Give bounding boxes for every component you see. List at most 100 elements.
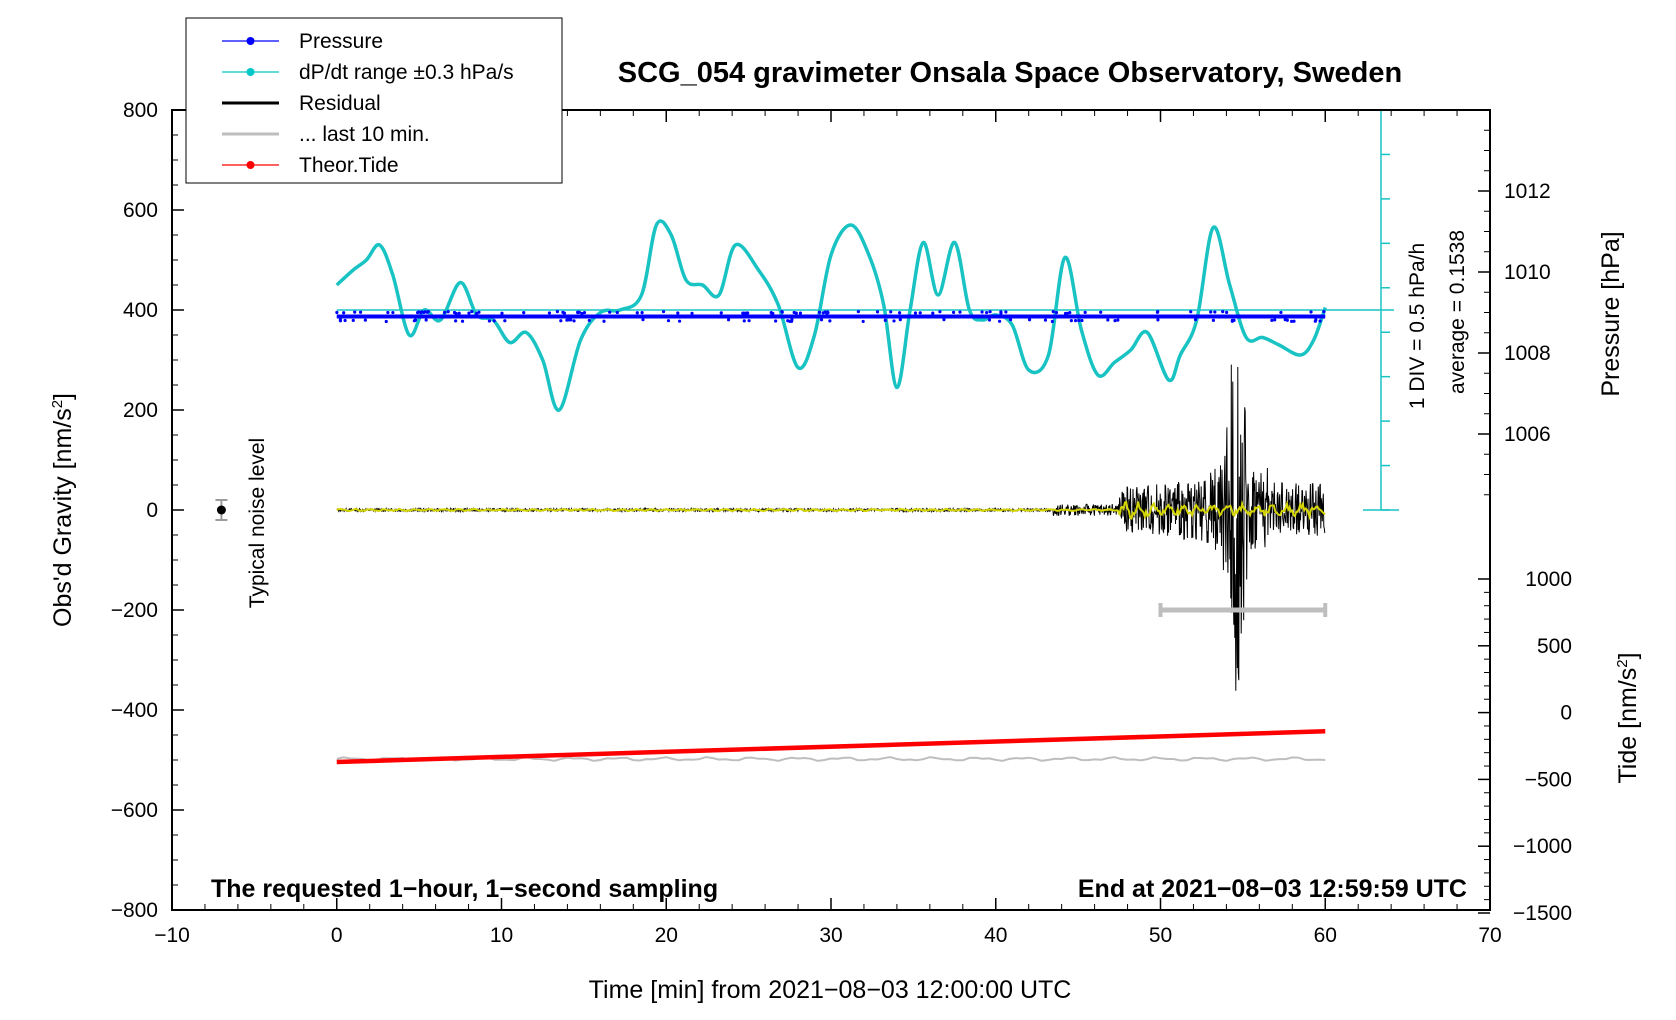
- pressure-point: [898, 311, 902, 315]
- pressure-point: [503, 319, 507, 323]
- series-residual-line: [336, 364, 1326, 691]
- pressure-point: [608, 310, 612, 314]
- y-label-left-sup: 2: [49, 400, 66, 408]
- y-tick-label-tide: 0: [1560, 702, 1572, 725]
- pressure-point: [1155, 310, 1160, 314]
- y-tick-label-pressure: 1006: [1504, 423, 1551, 446]
- pressure-point: [1008, 317, 1013, 322]
- pressure-point: [1065, 311, 1069, 316]
- pressure-point: [938, 310, 942, 314]
- x-tick-label: 10: [490, 924, 513, 947]
- series-residual-smoothed-line: [336, 499, 1326, 521]
- pressure-point: [1113, 319, 1117, 323]
- pressure-point: [615, 310, 619, 315]
- pressure-point: [1069, 319, 1073, 323]
- pressure-point: [988, 310, 992, 314]
- pressure-point: [958, 310, 962, 314]
- pressure-point: [931, 311, 935, 315]
- annotation-left: The requested 1−hour, 1−second sampling: [211, 875, 718, 903]
- pressure-point: [1004, 310, 1008, 314]
- y-tick-label-pressure: 1010: [1504, 261, 1551, 284]
- pressure-point: [819, 318, 824, 322]
- noise-level-label: Typical noise level: [246, 438, 269, 608]
- series-dpdt-line: [335, 219, 1327, 412]
- x-axis-label: Time [min] from 2021−08−03 12:00:00 UTC: [589, 976, 1072, 1004]
- y-axis-label-tide: Tide [nm/s2]: [1614, 652, 1642, 783]
- y-tick-label-left: 400: [123, 299, 158, 322]
- pressure-point: [500, 311, 504, 315]
- pressure-point: [918, 311, 922, 315]
- pressure-point: [477, 310, 481, 314]
- pressure-point: [1211, 318, 1216, 322]
- pressure-point: [1318, 319, 1322, 323]
- x-tick-label: 60: [1314, 924, 1337, 947]
- pressure-point: [1106, 318, 1110, 322]
- pressure-point: [384, 319, 388, 324]
- data-layer: [215, 109, 1399, 765]
- x-tick-label: −10: [154, 924, 190, 947]
- legend: Pressure dP/dt range ±0.3 hPa/s Residual..…: [185, 17, 563, 184]
- pressure-point: [1054, 310, 1059, 315]
- pressure-point: [363, 318, 367, 322]
- pressure-point: [677, 319, 682, 323]
- annotation-right: End at 2021−08−03 12:59:59 UTC: [1078, 875, 1467, 903]
- y-axis-label-left: Obs'd Gravity [nm/s2]: [49, 393, 77, 627]
- legend-label: ... last 10 min.: [299, 123, 430, 146]
- legend-marker: [246, 37, 255, 45]
- y-label-left-end: ]: [49, 393, 77, 400]
- pressure-point: [353, 310, 357, 314]
- pressure-point: [442, 310, 447, 314]
- pressure-point: [1290, 319, 1294, 324]
- pressure-point: [1209, 310, 1213, 314]
- pressure-point: [470, 309, 474, 314]
- y-tick-label-left: 600: [123, 199, 158, 222]
- pressure-point: [676, 311, 680, 315]
- pressure-point: [951, 310, 956, 314]
- pressure-point: [460, 319, 465, 323]
- pressure-point: [1279, 310, 1283, 315]
- pressure-point: [413, 318, 418, 322]
- y-tick-label-tide: −1500: [1513, 902, 1572, 925]
- y-label-tide-end: ]: [1614, 652, 1642, 659]
- x-tick-label: 30: [819, 924, 842, 947]
- pressure-point: [780, 310, 784, 314]
- scale-bar-text-1: 1 DIV = 0.5 hPa/h: [1406, 243, 1429, 409]
- pressure-point: [1156, 318, 1160, 322]
- y-tick-label-left: −600: [111, 799, 158, 822]
- pressure-point: [666, 319, 671, 323]
- pressure-point: [744, 311, 748, 315]
- pressure-point: [747, 319, 751, 323]
- x-tick-label: 20: [655, 924, 678, 947]
- pressure-point: [640, 310, 644, 315]
- pressure-point: [1322, 309, 1326, 314]
- pressure-point: [1221, 309, 1225, 314]
- pressure-point: [1083, 310, 1087, 314]
- pressure-point: [559, 319, 563, 323]
- pressure-point: [1068, 311, 1072, 315]
- pressure-point: [522, 311, 526, 315]
- pressure-point: [342, 311, 346, 315]
- pressure-point: [1314, 318, 1318, 322]
- x-tick-label: 0: [331, 924, 343, 947]
- y-label-tide-main: Tide [nm/s: [1614, 668, 1642, 784]
- pressure-point: [883, 318, 887, 322]
- pressure-point: [719, 311, 723, 315]
- x-tick-label: 40: [984, 924, 1007, 947]
- pressure-point: [335, 310, 339, 315]
- pressure-point: [742, 319, 746, 323]
- y-tick-label-left: −200: [111, 599, 158, 622]
- y-tick-label-tide: 1000: [1525, 568, 1572, 591]
- pressure-point: [980, 310, 984, 314]
- y-tick-label-left: 0: [146, 499, 158, 522]
- scale-bar-text-2: average = 0.1538: [1446, 230, 1469, 394]
- pressure-point: [577, 310, 581, 314]
- legend-marker: [246, 68, 255, 76]
- y-tick-label-left: −400: [111, 699, 158, 722]
- pressure-point: [1080, 318, 1084, 323]
- pressure-point: [661, 310, 666, 314]
- pressure-point: [561, 310, 565, 314]
- y-label-left-main: Obs'd Gravity [nm/s: [49, 408, 77, 627]
- pressure-point: [1285, 318, 1289, 322]
- pressure-point: [1099, 310, 1103, 314]
- pressure-point: [817, 310, 822, 314]
